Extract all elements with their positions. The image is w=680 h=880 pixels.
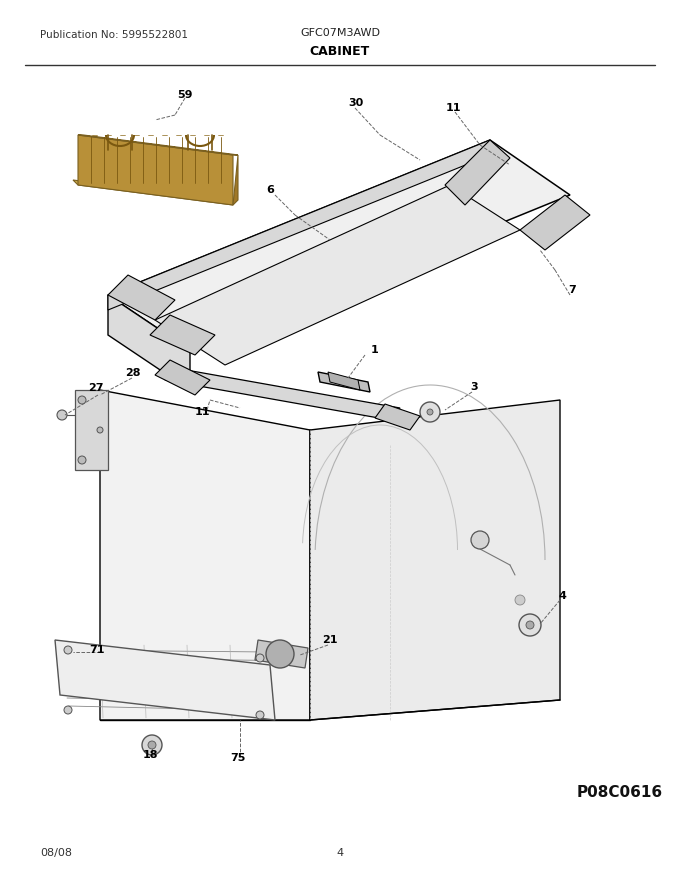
Polygon shape (310, 400, 560, 720)
Polygon shape (328, 372, 360, 390)
Text: 59: 59 (177, 90, 192, 100)
Polygon shape (255, 640, 308, 668)
Polygon shape (155, 185, 520, 365)
Text: 11: 11 (445, 103, 461, 113)
Polygon shape (150, 315, 215, 355)
Polygon shape (73, 180, 233, 205)
Polygon shape (155, 360, 210, 395)
Text: 3: 3 (470, 382, 478, 392)
Circle shape (519, 614, 541, 636)
Circle shape (515, 595, 525, 605)
Polygon shape (233, 155, 238, 205)
Text: 4: 4 (558, 591, 566, 601)
Circle shape (256, 654, 264, 662)
Circle shape (148, 741, 156, 749)
Polygon shape (55, 640, 275, 720)
Polygon shape (520, 195, 590, 250)
Polygon shape (100, 390, 310, 720)
Text: 08/08: 08/08 (40, 848, 72, 858)
Text: 18: 18 (142, 750, 158, 760)
Polygon shape (375, 404, 420, 430)
Polygon shape (318, 372, 370, 392)
Polygon shape (108, 295, 190, 390)
Text: 6: 6 (266, 185, 274, 195)
Polygon shape (78, 135, 238, 155)
Text: 21: 21 (322, 635, 338, 645)
Circle shape (420, 402, 440, 422)
Circle shape (57, 410, 67, 420)
Text: GFC07M3AWD: GFC07M3AWD (300, 28, 380, 38)
Polygon shape (445, 140, 510, 205)
Text: 27: 27 (88, 383, 104, 393)
Text: 75: 75 (231, 753, 245, 763)
Polygon shape (165, 368, 400, 420)
Circle shape (97, 427, 103, 433)
Circle shape (78, 396, 86, 404)
Text: 28: 28 (125, 368, 141, 378)
Text: 1: 1 (371, 345, 379, 355)
Circle shape (266, 640, 294, 668)
Polygon shape (78, 135, 233, 205)
Text: 30: 30 (348, 98, 364, 108)
Circle shape (64, 646, 72, 654)
Circle shape (526, 621, 534, 629)
Circle shape (471, 531, 489, 549)
Text: CABINET: CABINET (310, 45, 370, 58)
Text: 7: 7 (568, 285, 576, 295)
Text: 4: 4 (337, 848, 343, 858)
Circle shape (256, 711, 264, 719)
Polygon shape (75, 390, 108, 470)
Circle shape (78, 456, 86, 464)
Polygon shape (108, 275, 175, 320)
Circle shape (142, 735, 162, 755)
Text: 11: 11 (194, 407, 209, 417)
Circle shape (64, 706, 72, 714)
Polygon shape (108, 140, 570, 350)
Circle shape (427, 409, 433, 415)
Text: P08C0616: P08C0616 (577, 785, 663, 800)
Polygon shape (108, 140, 490, 310)
Text: Publication No: 5995522801: Publication No: 5995522801 (40, 30, 188, 40)
Text: 71: 71 (89, 645, 105, 655)
